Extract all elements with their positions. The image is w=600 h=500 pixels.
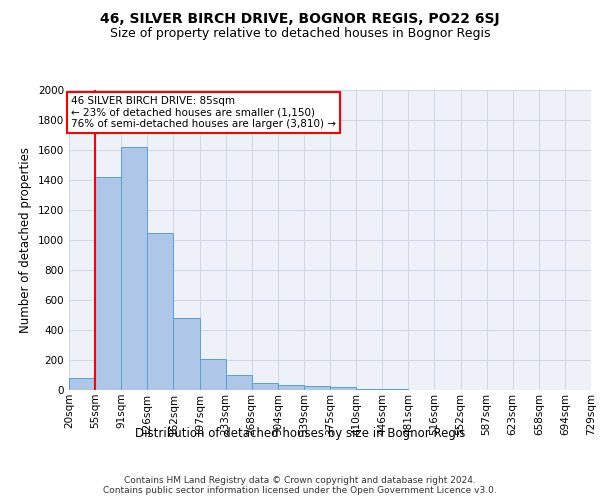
Bar [199,359,226,390]
Bar [278,385,304,390]
Bar [173,318,199,390]
Bar [304,386,330,390]
Text: Distribution of detached houses by size in Bognor Regis: Distribution of detached houses by size … [135,428,465,440]
Bar [121,147,148,390]
Text: 46, SILVER BIRCH DRIVE, BOGNOR REGIS, PO22 6SJ: 46, SILVER BIRCH DRIVE, BOGNOR REGIS, PO… [100,12,500,26]
Bar [252,382,278,390]
Bar [148,232,173,390]
Y-axis label: Number of detached properties: Number of detached properties [19,147,32,333]
Bar [356,388,382,390]
Bar [95,177,121,390]
Bar [226,375,252,390]
Text: Size of property relative to detached houses in Bognor Regis: Size of property relative to detached ho… [110,28,490,40]
Text: Contains HM Land Registry data © Crown copyright and database right 2024.
Contai: Contains HM Land Registry data © Crown c… [103,476,497,495]
Text: 46 SILVER BIRCH DRIVE: 85sqm
← 23% of detached houses are smaller (1,150)
76% of: 46 SILVER BIRCH DRIVE: 85sqm ← 23% of de… [71,96,336,129]
Bar [69,378,95,390]
Bar [330,387,356,390]
Bar [382,389,409,390]
